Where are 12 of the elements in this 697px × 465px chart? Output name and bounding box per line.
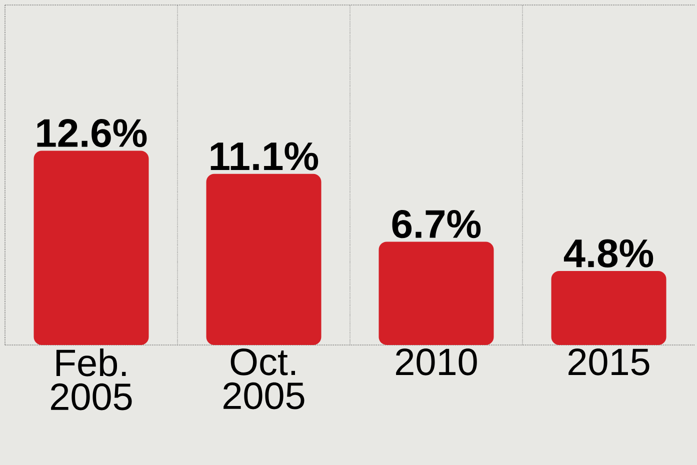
bar bbox=[551, 270, 666, 345]
bar bbox=[34, 150, 149, 345]
bar bbox=[378, 242, 494, 345]
data-label: 11.1% bbox=[210, 142, 318, 170]
data-label: 4.8% bbox=[564, 239, 654, 268]
x-tick-label: Feb. 2005 bbox=[51, 348, 132, 410]
data-label: 12.6% bbox=[37, 118, 147, 148]
data-label: 6.7% bbox=[392, 210, 481, 238]
x-tick-label: 2015 bbox=[568, 348, 650, 376]
x-tick-label: 2010 bbox=[396, 348, 477, 376]
x-tick-label: Oct. 2005 bbox=[224, 348, 304, 410]
bar bbox=[206, 174, 322, 345]
